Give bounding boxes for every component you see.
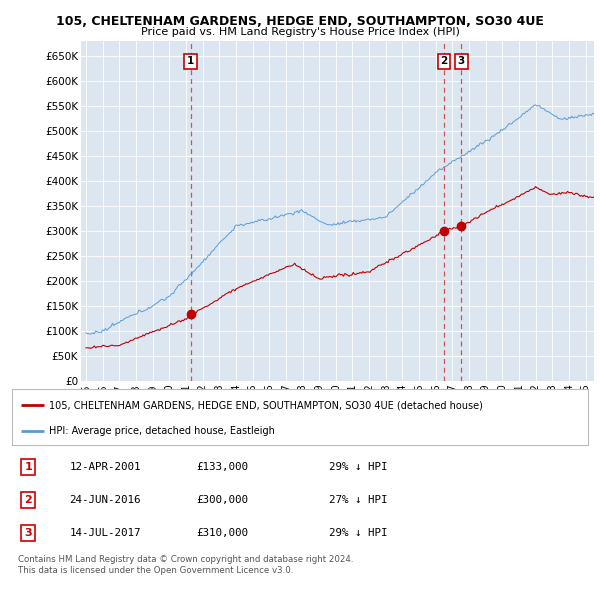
Text: Contains HM Land Registry data © Crown copyright and database right 2024.: Contains HM Land Registry data © Crown c… xyxy=(18,555,353,563)
Text: 1: 1 xyxy=(187,56,194,66)
Text: This data is licensed under the Open Government Licence v3.0.: This data is licensed under the Open Gov… xyxy=(18,566,293,575)
Text: £133,000: £133,000 xyxy=(196,462,248,472)
Text: 29% ↓ HPI: 29% ↓ HPI xyxy=(329,462,388,472)
Text: 1: 1 xyxy=(24,462,32,472)
Text: 3: 3 xyxy=(458,56,465,66)
Text: 27% ↓ HPI: 27% ↓ HPI xyxy=(329,495,388,505)
Text: £300,000: £300,000 xyxy=(196,495,248,505)
Text: 3: 3 xyxy=(25,528,32,538)
Text: 12-APR-2001: 12-APR-2001 xyxy=(70,462,141,472)
Text: 24-JUN-2016: 24-JUN-2016 xyxy=(70,495,141,505)
Text: 2: 2 xyxy=(24,495,32,505)
Text: 105, CHELTENHAM GARDENS, HEDGE END, SOUTHAMPTON, SO30 4UE (detached house): 105, CHELTENHAM GARDENS, HEDGE END, SOUT… xyxy=(49,400,484,410)
Text: 29% ↓ HPI: 29% ↓ HPI xyxy=(329,528,388,538)
Text: Price paid vs. HM Land Registry's House Price Index (HPI): Price paid vs. HM Land Registry's House … xyxy=(140,27,460,37)
Text: 14-JUL-2017: 14-JUL-2017 xyxy=(70,528,141,538)
Text: 2: 2 xyxy=(440,56,448,66)
Text: HPI: Average price, detached house, Eastleigh: HPI: Average price, detached house, East… xyxy=(49,427,275,437)
Text: £310,000: £310,000 xyxy=(196,528,248,538)
Text: 105, CHELTENHAM GARDENS, HEDGE END, SOUTHAMPTON, SO30 4UE: 105, CHELTENHAM GARDENS, HEDGE END, SOUT… xyxy=(56,15,544,28)
